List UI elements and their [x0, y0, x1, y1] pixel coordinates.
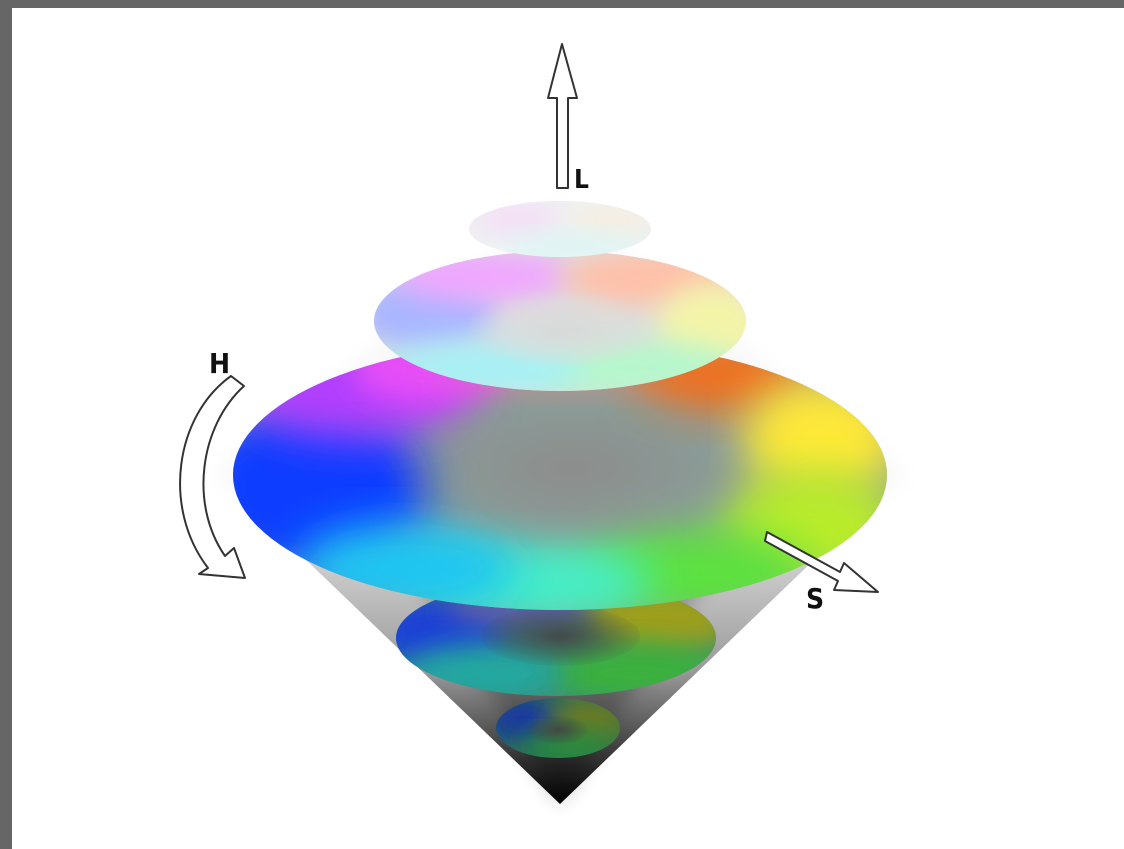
- lightness-axis-label: L: [574, 165, 589, 195]
- top-white-slice: [469, 201, 651, 257]
- lightness-axis-arrow-icon: [547, 43, 578, 189]
- mid-full-saturation-slice: [233, 340, 887, 610]
- saturation-axis-arrow-icon: [764, 531, 879, 593]
- diagram-canvas: L H S: [12, 8, 1124, 849]
- hsl-double-cone-diagram: L H S: [179, 43, 912, 804]
- hue-axis-arrow-icon: [179, 375, 246, 579]
- upper-light-slice: [374, 251, 746, 391]
- saturation-axis-label: S: [806, 582, 824, 615]
- hue-axis-label: H: [209, 347, 230, 380]
